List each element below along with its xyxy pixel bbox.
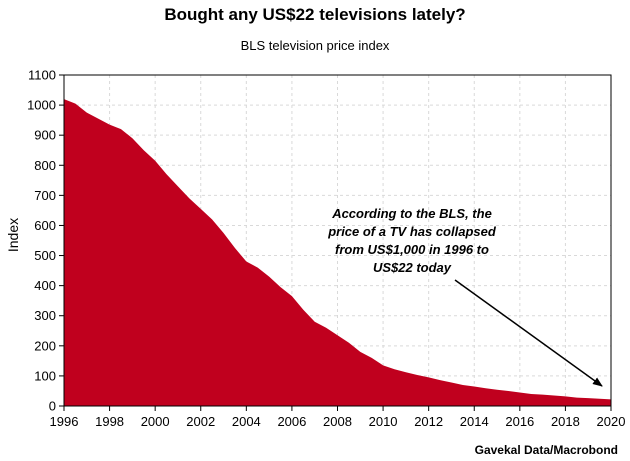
y-tick-label: 600 <box>34 218 56 233</box>
area-fill <box>64 99 611 406</box>
y-tick-label: 900 <box>34 128 56 143</box>
y-tick-label: 800 <box>34 158 56 173</box>
annotation-line-3: from US$1,000 in 1996 to <box>335 242 489 257</box>
chart-subtitle: BLS television price index <box>241 38 390 53</box>
annotation-line-1: According to the BLS, the <box>331 206 492 221</box>
y-tick-label: 1000 <box>27 98 56 113</box>
y-tick-label: 1100 <box>28 68 56 83</box>
y-tick-label: 0 <box>49 399 56 414</box>
x-tick-label: 2004 <box>232 414 261 429</box>
annotation-line-2: price of a TV has collapsed <box>327 224 497 239</box>
x-tick-label: 2010 <box>369 414 398 429</box>
y-tick-label: 500 <box>34 248 56 263</box>
x-tick-label: 2018 <box>551 414 580 429</box>
x-tick-label: 2000 <box>141 414 170 429</box>
x-axis-ticks: 1996 1998 2000 2002 2004 2006 2008 2010 2012 2014… <box>50 406 626 429</box>
y-tick-label: 100 <box>34 368 56 383</box>
annotation-arrow <box>454 279 603 387</box>
x-tick-label: 1996 <box>50 414 79 429</box>
chart-title: Bought any US$22 televisions lately? <box>164 5 465 24</box>
y-axis-ticks: 0 100 200 300 400 500 600 700 800 900 1000 1100 <box>27 68 64 414</box>
x-tick-label: 2012 <box>414 414 443 429</box>
source-label: Gavekal Data/Macrobond <box>475 443 618 457</box>
x-tick-label: 2002 <box>186 414 215 429</box>
y-tick-label: 200 <box>34 338 56 353</box>
y-tick-label: 700 <box>34 188 56 203</box>
x-tick-label: 2016 <box>505 414 534 429</box>
y-tick-label: 300 <box>34 308 56 323</box>
x-tick-label: 2014 <box>460 414 489 429</box>
annotation: According to the BLS, the price of a TV … <box>327 206 603 387</box>
x-tick-label: 2006 <box>277 414 306 429</box>
y-tick-label: 400 <box>34 278 56 293</box>
x-tick-label: 2020 <box>597 414 626 429</box>
x-tick-label: 2008 <box>323 414 352 429</box>
series-area <box>63 99 612 406</box>
annotation-line-4: US$22 today <box>373 260 452 275</box>
x-tick-label: 1998 <box>95 414 124 429</box>
y-axis-label: Index <box>5 218 21 252</box>
